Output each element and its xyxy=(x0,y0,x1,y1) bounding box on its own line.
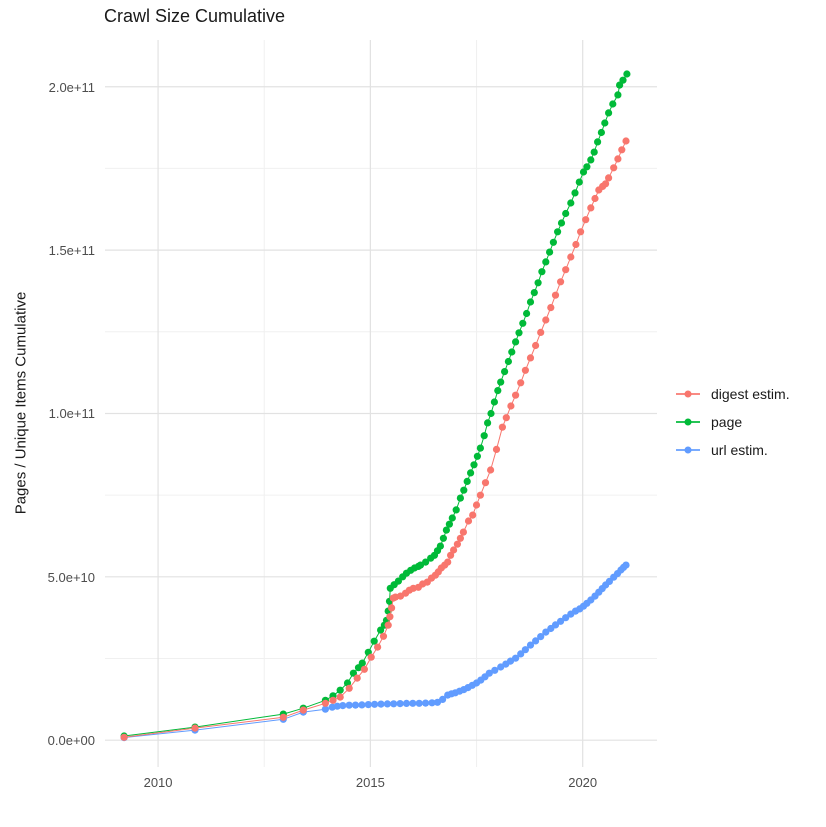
legend-item-url-estim: url estim. xyxy=(676,436,790,464)
legend-item-digest-estim: digest estim. xyxy=(676,380,790,408)
chart-title: Crawl Size Cumulative xyxy=(104,6,286,26)
x-tick-label: 2015 xyxy=(355,775,385,790)
legend-item-page: page xyxy=(676,408,790,436)
series-line-page xyxy=(124,73,628,737)
y-tick-label: 2.0e+11 xyxy=(48,79,95,95)
y-axis-title: Pages / Unique Items Cumulative xyxy=(12,291,30,515)
y-tick-label: 5.0e+10 xyxy=(47,569,95,585)
legend: digest estim. page url estim. xyxy=(676,380,790,464)
legend-dot-swatch xyxy=(684,446,692,454)
legend-dot-swatch xyxy=(684,418,692,426)
legend-label-url: url estim. xyxy=(711,442,768,458)
legend-dot-swatch xyxy=(684,390,692,398)
y-tick-label: 0.0e+00 xyxy=(47,733,95,749)
legend-label-digest: digest estim. xyxy=(711,386,790,402)
y-tick-label: 1.0e+11 xyxy=(48,406,95,422)
legend-key-page xyxy=(676,415,700,429)
y-tick-label: 1.5e+11 xyxy=(48,243,95,259)
legend-key-digest xyxy=(676,387,700,401)
legend-key-url xyxy=(676,443,700,457)
legend-label-page: page xyxy=(711,414,743,430)
x-tick-label: 2020 xyxy=(568,775,598,790)
x-tick-label: 2010 xyxy=(143,775,173,790)
